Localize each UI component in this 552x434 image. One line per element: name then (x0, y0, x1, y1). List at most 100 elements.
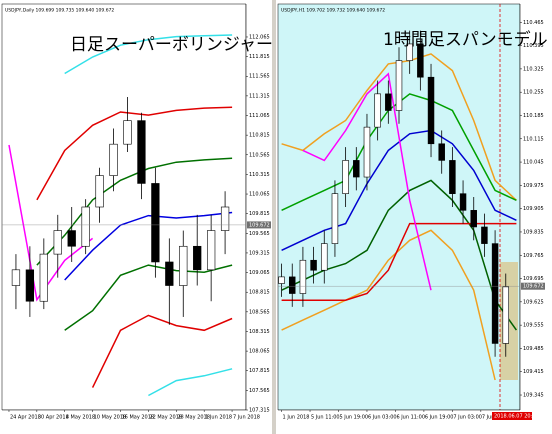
x-tick-label: 30 Apr 2018 (38, 415, 69, 421)
y-tick-label: 109.485 (523, 346, 544, 352)
x-tick-label: 1 Jun 2018 (205, 415, 232, 421)
x-tick-label: 6 Jun 03:00 (368, 415, 397, 421)
band-line (302, 72, 432, 291)
y-tick-label: 110.565 (249, 152, 270, 158)
y-tick-label: 111.065 (249, 113, 270, 119)
y-tick-label: 109.815 (249, 211, 270, 217)
y-tick-label: 110.255 (523, 90, 544, 96)
y-tick-label: 109.415 (523, 369, 544, 375)
band-line (281, 129, 517, 251)
x-tick-label: 7 Jun 03:00 (453, 415, 482, 421)
y-tick-label: 109.565 (249, 231, 270, 237)
candle-body (438, 143, 445, 161)
band-line (64, 211, 233, 281)
candle-body (207, 230, 216, 271)
y-tick-label: 109.975 (523, 183, 544, 189)
axis-area-bottom (0, 410, 246, 434)
y-tick-label: 109.555 (523, 323, 544, 329)
y-tick-label: 108.815 (249, 290, 270, 296)
y-tick-label: 108.315 (249, 329, 270, 335)
y-tick-label: 109.625 (523, 299, 544, 305)
y-tick-label: 108.565 (249, 309, 270, 315)
band-line (91, 314, 233, 388)
y-tick-label: 112.065 (249, 34, 270, 40)
x-tick-label: 28 May 2018 (177, 415, 210, 421)
candle-body (310, 259, 317, 271)
candle-body (331, 193, 339, 244)
x-tick-label: 10 May 2018 (94, 415, 127, 421)
band-line (281, 179, 518, 331)
band-line (36, 106, 233, 201)
y-tick-label: 110.325 (523, 66, 544, 72)
band-line (8, 144, 94, 302)
x-tick-label: 22 May 2018 (149, 415, 182, 421)
candle-body (502, 286, 510, 344)
y-tick-label: 109.765 (523, 253, 544, 259)
y-tick-label: 107.565 (249, 388, 270, 394)
candle-body (109, 143, 118, 176)
candle-body (427, 76, 435, 145)
candle-body (363, 126, 371, 178)
band-line (64, 34, 233, 75)
y-tick-label: 109.315 (249, 250, 270, 256)
splitter (272, 0, 276, 434)
x-tick-label: 5 Jun 19:00 (340, 415, 369, 421)
candle-body (25, 269, 35, 302)
y-tick-label: 110.315 (249, 172, 270, 178)
y-tick-label: 109.345 (523, 393, 544, 399)
candle-body (417, 43, 424, 78)
chart-header: USDJPY,H1 109.702 109.732 109.640 109.67… (281, 8, 385, 14)
candle-body (459, 193, 467, 211)
y-tick-label: 110.185 (523, 113, 544, 119)
y-tick-label: 110.465 (523, 20, 544, 26)
y-tick-label: 110.115 (523, 136, 544, 142)
x-tick-label: 16 May 2018 (122, 415, 155, 421)
band-line (281, 222, 517, 301)
x-tick-label: 6 Jun 19:00 (425, 415, 454, 421)
candle-body (179, 245, 188, 286)
candle-body (470, 210, 477, 228)
last-price-tag (247, 221, 271, 229)
candle-body (385, 93, 392, 111)
candle-body (288, 276, 296, 294)
candle-body (321, 243, 328, 271)
candle-body (151, 183, 160, 263)
y-tick-label: 107.815 (249, 368, 270, 374)
chart-header: USDJPY,Daily 109.699 109.735 109.640 109… (5, 8, 114, 14)
last-price-label: 109.672 (249, 222, 270, 228)
candle-body (137, 120, 146, 184)
candle-body (491, 243, 499, 344)
candle-body (193, 245, 202, 271)
y-tick-label: 109.905 (523, 206, 544, 212)
candle-body (67, 230, 76, 247)
band-line (148, 368, 233, 397)
candle-body (353, 160, 360, 178)
chart-title: 日足スーパーボリンジャー (70, 35, 273, 55)
x-tick-label: 4 May 2018 (66, 415, 95, 421)
x-tick-label: 7 Jun 2018 (233, 415, 260, 421)
candle-body (374, 93, 381, 128)
last-price-label: 109.672 (523, 284, 544, 290)
x-tick-label: 24 Apr 2018 (10, 415, 41, 421)
candle-body (81, 206, 90, 247)
y-tick-label: 107.315 (249, 408, 270, 414)
y-tick-label: 110.395 (523, 43, 544, 49)
y-tick-label: 110.045 (523, 160, 544, 166)
candle-body (299, 259, 307, 294)
candle-body (39, 253, 48, 302)
y-tick-label: 109.835 (523, 229, 544, 235)
y-tick-label: 111.315 (249, 93, 270, 99)
candle-body (95, 175, 104, 208)
y-tick-label: 111.815 (249, 54, 270, 60)
axis-area (246, 0, 272, 434)
band-line (64, 264, 233, 331)
x-tick-label: 6 Jun 11:00 (396, 415, 425, 421)
x-tick-label: 1 Jun 2018 (283, 415, 310, 421)
chart-title: 1時間足スパンモデル (383, 29, 548, 50)
candle-body (53, 230, 62, 255)
cursor-tag (492, 412, 532, 420)
candle-body (123, 120, 132, 145)
candle-body (449, 160, 456, 194)
candle-body (395, 60, 403, 111)
